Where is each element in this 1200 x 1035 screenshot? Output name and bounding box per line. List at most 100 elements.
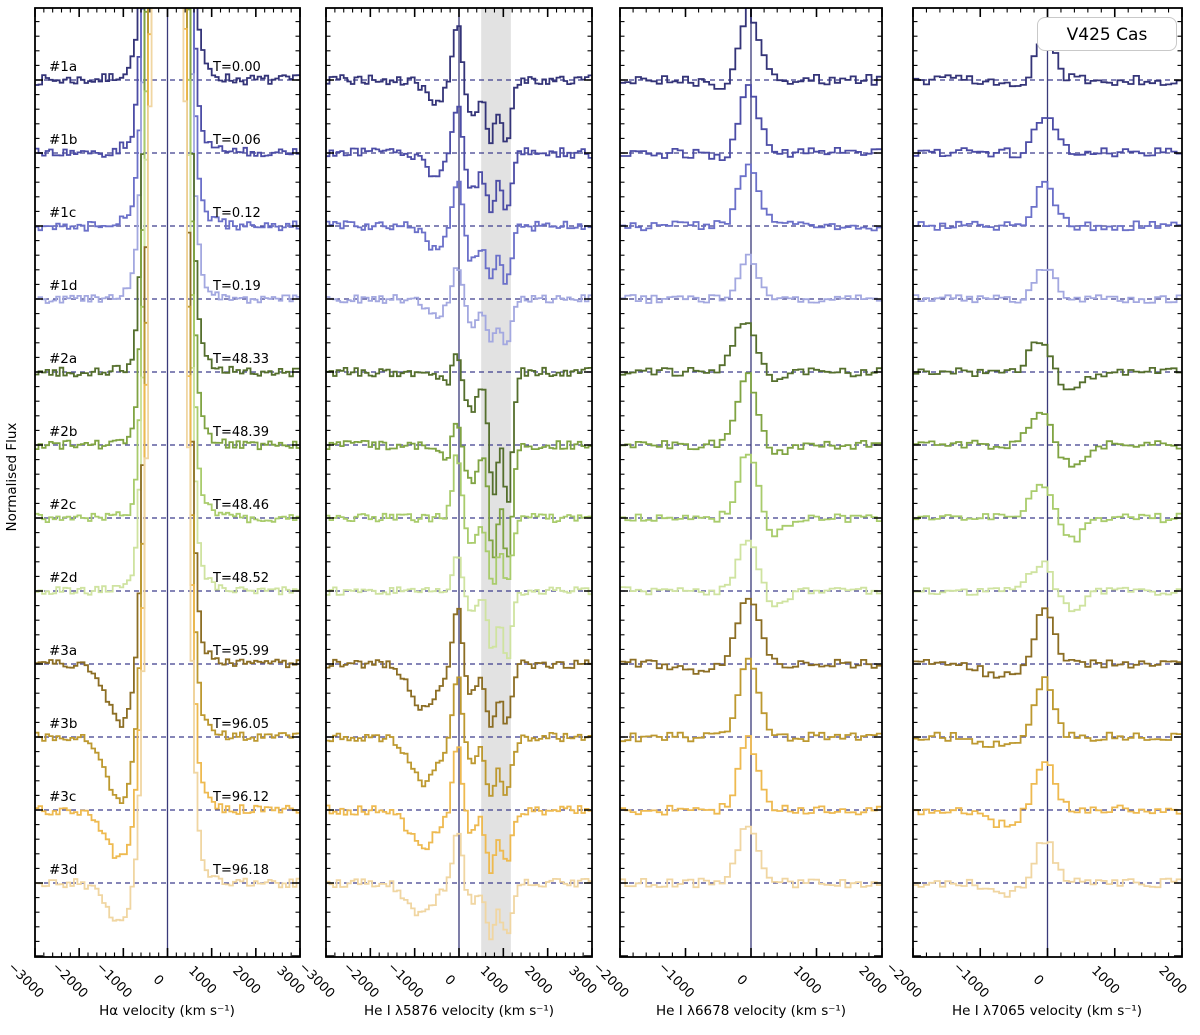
spectrum-time-label: T=96.12	[212, 790, 269, 805]
spectrum-time-label: T=0.06	[212, 133, 261, 148]
spectrum-time-label: T=48.33	[212, 352, 269, 367]
x-tick-label: −3000	[5, 960, 47, 1002]
spectrum-line-3d	[913, 841, 1182, 898]
spectrum-line-3b	[913, 676, 1182, 748]
spectrum-line-1d	[620, 253, 882, 304]
panel-he7065: −2000 −1000 0 1000 2000	[883, 7, 1189, 1002]
x-axis-label-he5876: He I λ5876 velocity (km s⁻¹)	[363, 1003, 555, 1019]
spectrum-line-2d	[620, 539, 882, 608]
spectrum-time-label: T=96.05	[212, 717, 269, 732]
spectrum-label: #2d	[49, 570, 77, 586]
y-axis-label: Normalised Flux	[4, 422, 20, 532]
panel-he5876: −3000 −2000 −1000 0 1000 2000 3000	[296, 7, 599, 1002]
x-tick-label: −2000	[49, 960, 91, 1002]
spectrum-line-1c	[326, 180, 592, 285]
spectrum-time-label: T=0.19	[212, 279, 261, 294]
spectrum-line-1b	[913, 117, 1182, 159]
x-axis-label-he6678: He I λ6678 velocity (km s⁻¹)	[655, 1003, 847, 1019]
spectrum-line-3d	[620, 825, 882, 889]
x-tick-label: 2000	[521, 964, 555, 998]
spectrum-line-3a	[326, 607, 592, 728]
x-tick-label: −2000	[883, 960, 925, 1002]
x-tick-label: −2000	[590, 960, 632, 1002]
x-tick-label: −1000	[384, 960, 426, 1002]
spectrum-label: #1b	[49, 132, 77, 148]
x-tick-label: 0	[1030, 972, 1046, 988]
x-tick-label: 0	[441, 972, 457, 988]
spectrum-time-label: T=48.46	[212, 498, 269, 513]
spectrum-time-label: T=0.12	[212, 206, 261, 221]
spectrum-label: #1a	[49, 59, 77, 75]
spectrum-line-2a	[35, 8, 300, 378]
x-axis-label-he7065: He I λ7065 velocity (km s⁻¹)	[951, 1003, 1143, 1019]
x-tick-label: −1000	[655, 960, 697, 1002]
spectrum-label: #3d	[49, 862, 77, 878]
spectrum-label: #2a	[49, 351, 77, 367]
x-tick-label: 2000	[229, 964, 263, 998]
x-tick-label: 0	[733, 972, 749, 988]
x-tick-label: 2000	[1155, 964, 1189, 998]
spectrum-label: #2b	[49, 424, 77, 440]
spectrum-line-2c	[35, 8, 300, 524]
spectrum-line-1c	[620, 163, 882, 232]
spectrum-line-2a	[620, 322, 882, 382]
spectrum-line-1b	[35, 8, 300, 158]
spectrum-label: #1d	[49, 278, 77, 294]
panel-spine	[325, 7, 593, 958]
x-tick-label: −1000	[950, 960, 992, 1002]
spectrum-line-3b	[620, 657, 882, 743]
spectrum-time-label: T=48.39	[212, 425, 269, 440]
spectrum-line-2c	[913, 483, 1182, 543]
x-tick-label: 1000	[790, 964, 824, 998]
x-tick-label: 1000	[477, 964, 511, 998]
spectrum-line-2a	[326, 353, 592, 503]
panel-spine	[912, 7, 1183, 958]
panel-he6678: −2000 −1000 0 1000 2000	[590, 7, 889, 1002]
spectrum-label: #1c	[49, 205, 76, 221]
spectrum-line-2d	[913, 560, 1182, 613]
spectrum-line-2b	[326, 422, 592, 559]
spectrum-time-label: T=96.18	[212, 863, 269, 878]
spectrum-line-2b	[35, 8, 300, 451]
x-tick-label: 1000	[1088, 964, 1122, 998]
spectrum-line-3a	[620, 597, 882, 675]
x-tick-label: −1000	[93, 960, 135, 1002]
panel-spine	[619, 7, 883, 958]
spectrum-line-2d	[35, 8, 300, 596]
spectrum-line-3a	[35, 8, 300, 728]
spectrum-line-3d	[326, 832, 592, 941]
x-axis-label-halpha: Hα velocity (km s⁻¹)	[99, 1003, 235, 1019]
spectrum-line-3b	[326, 676, 592, 797]
spectrum-label: #3a	[49, 643, 77, 659]
spectrum-time-label: T=95.99	[212, 644, 269, 659]
spectrum-line-1a	[35, 8, 300, 86]
spectrum-line-3c	[913, 761, 1182, 828]
spectrum-line-1c	[35, 8, 300, 232]
spectrum-line-3c	[620, 735, 882, 816]
spectrum-label: #2c	[49, 497, 76, 513]
spectrum-line-1b	[326, 105, 592, 214]
spectrum-line-1b	[620, 84, 882, 161]
spectrum-line-1d	[913, 268, 1182, 304]
spectrum-label: #3b	[49, 716, 77, 732]
spectrum-line-3c	[35, 8, 300, 859]
spectrum-line-3b	[35, 8, 300, 804]
x-tick-label: 1000	[185, 964, 219, 998]
panel-halpha: −3000 −2000 −1000 0 1000 2000 3000#1a T=0.00#1b…	[5, 7, 307, 1002]
spectrum-line-1a	[620, 8, 882, 90]
spectrum-line-2c	[620, 453, 882, 538]
spectrum-line-3c	[326, 746, 592, 874]
spectrum-line-1d	[326, 267, 592, 346]
spectrum-time-label: T=48.52	[212, 571, 269, 586]
x-tick-label: 0	[150, 972, 166, 988]
spectrum-line-2b	[620, 372, 882, 455]
spectrum-time-label: T=0.00	[212, 60, 261, 75]
spectrum-line-2b	[913, 411, 1182, 468]
spectrum-line-3a	[913, 607, 1182, 679]
spectrum-line-2a	[913, 341, 1182, 391]
spectrum-line-1a	[326, 25, 592, 145]
title-box: V425 Cas	[1037, 17, 1177, 51]
spectrum-line-1d	[35, 8, 300, 304]
